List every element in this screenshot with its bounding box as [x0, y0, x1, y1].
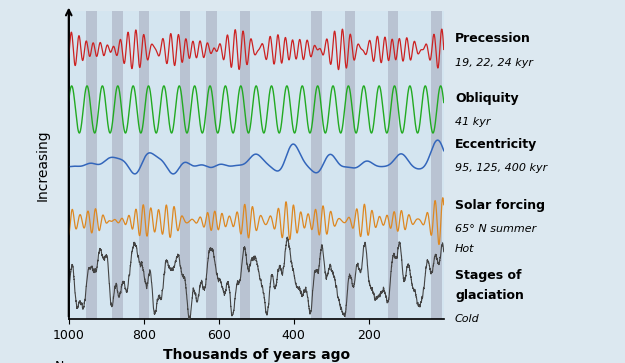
Text: 65° N summer: 65° N summer: [455, 224, 536, 234]
Text: Stages of: Stages of: [455, 269, 521, 282]
Text: glaciation: glaciation: [455, 289, 524, 302]
Text: Hot: Hot: [455, 244, 474, 254]
X-axis label: Thousands of years ago: Thousands of years ago: [162, 348, 350, 362]
Text: 41 kyr: 41 kyr: [455, 117, 491, 127]
Text: Cold: Cold: [455, 314, 480, 324]
Bar: [86, 11, 96, 319]
Text: 95, 125, 400 kyr: 95, 125, 400 kyr: [455, 163, 548, 173]
Text: Solar forcing: Solar forcing: [455, 199, 545, 212]
Bar: [431, 11, 441, 319]
Bar: [240, 11, 250, 319]
Text: 19, 22, 24 kyr: 19, 22, 24 kyr: [455, 58, 533, 68]
Text: Eccentricity: Eccentricity: [455, 138, 538, 151]
Bar: [139, 11, 149, 319]
Bar: [180, 11, 190, 319]
Text: Precession: Precession: [455, 32, 531, 45]
Bar: [345, 11, 355, 319]
Text: Obliquity: Obliquity: [455, 92, 519, 105]
Bar: [112, 11, 123, 319]
Bar: [206, 11, 216, 319]
Text: Now: Now: [55, 359, 82, 363]
Bar: [311, 11, 321, 319]
Text: Increasing: Increasing: [36, 129, 49, 201]
Bar: [388, 11, 398, 319]
